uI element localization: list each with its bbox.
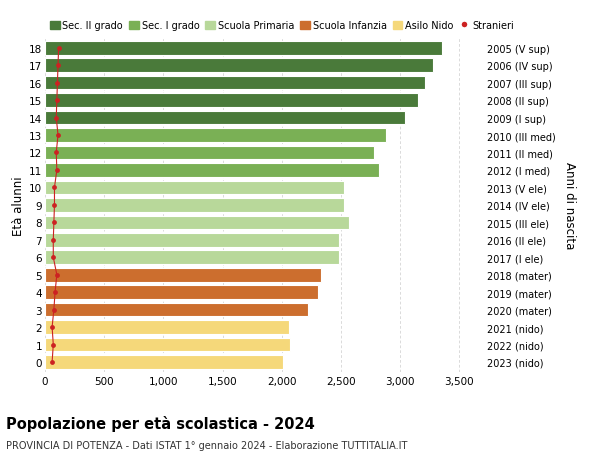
Point [49,341,58,348]
Bar [45,303,308,317]
Bar [45,216,349,230]
Bar [45,129,386,142]
Bar [45,269,321,282]
Bar [45,199,344,212]
Bar [45,94,418,108]
Point [53,80,62,87]
Point [50,202,59,209]
Bar [45,320,289,334]
Point [49,236,58,244]
Point [52,167,62,174]
Bar [45,285,319,299]
Bar [45,181,344,195]
Bar [45,164,379,177]
Point [49,219,59,226]
Point [50,289,60,296]
Bar [45,112,405,125]
Point [49,254,58,261]
Bar [45,234,338,247]
Point [52,115,61,122]
Point [47,358,57,366]
Y-axis label: Anni di nascita: Anni di nascita [563,162,576,249]
Point [53,62,63,70]
Point [52,97,62,105]
Point [54,45,64,52]
Point [52,271,62,279]
Bar [45,59,433,73]
Bar [45,42,442,56]
Point [52,150,61,157]
Legend: Sec. II grado, Sec. I grado, Scuola Primaria, Scuola Infanzia, Asilo Nido, Stran: Sec. II grado, Sec. I grado, Scuola Prim… [50,21,514,31]
Point [47,324,57,331]
Bar [45,338,290,352]
Bar [45,355,283,369]
Point [49,306,59,313]
Point [50,185,59,192]
Text: Popolazione per età scolastica - 2024: Popolazione per età scolastica - 2024 [6,415,315,431]
Bar [45,77,425,90]
Bar [45,251,338,264]
Y-axis label: Età alunni: Età alunni [12,176,25,235]
Text: PROVINCIA DI POTENZA - Dati ISTAT 1° gennaio 2024 - Elaborazione TUTTITALIA.IT: PROVINCIA DI POTENZA - Dati ISTAT 1° gen… [6,440,407,450]
Point [53,132,63,140]
Bar [45,146,374,160]
